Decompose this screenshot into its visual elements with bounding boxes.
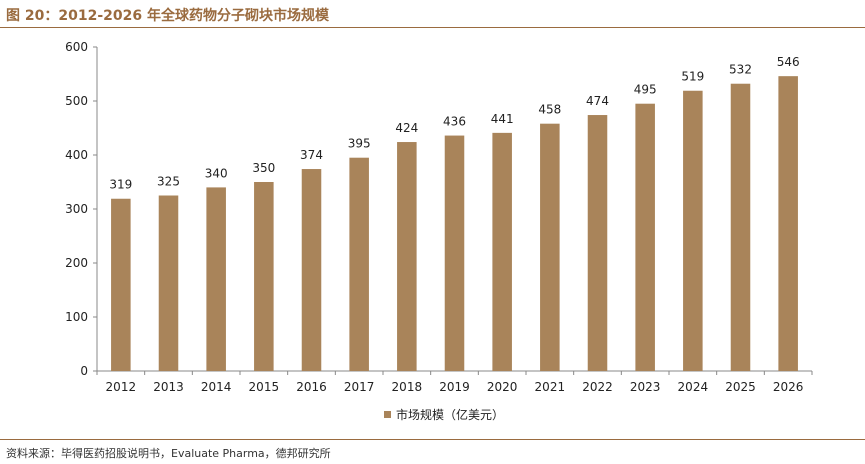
y-tick-label: 400	[65, 148, 88, 162]
y-tick-label: 300	[65, 202, 88, 216]
data-label: 519	[681, 70, 704, 84]
data-label: 436	[443, 115, 466, 129]
legend-label: 市场规模（亿美元）	[396, 408, 505, 422]
title-divider	[0, 27, 865, 28]
data-label: 441	[491, 112, 514, 126]
x-tick-label: 2018	[392, 380, 423, 394]
bar	[349, 157, 369, 371]
bar	[111, 198, 131, 371]
x-tick-label: 2020	[487, 380, 518, 394]
y-tick-label: 100	[65, 310, 88, 324]
x-tick-label: 2025	[725, 380, 756, 394]
bar	[397, 142, 417, 371]
x-tick-label: 2023	[630, 380, 661, 394]
data-label: 319	[109, 178, 132, 192]
data-label: 325	[157, 175, 180, 189]
bar	[206, 187, 226, 371]
bar	[540, 123, 560, 372]
legend-swatch	[384, 411, 391, 418]
bar	[492, 132, 512, 371]
y-tick-label: 200	[65, 256, 88, 270]
bar	[301, 169, 322, 371]
figure-title: 图 20：2012-2026 年全球药物分子砌块市场规模	[6, 8, 329, 24]
x-tick-label: 2026	[773, 380, 804, 394]
x-tick-label: 2016	[296, 380, 327, 394]
data-label: 532	[729, 63, 752, 77]
x-tick-label: 2015	[249, 380, 280, 394]
data-label: 350	[252, 161, 275, 175]
data-label: 395	[348, 137, 371, 151]
data-label: 340	[205, 166, 228, 180]
x-tick-label: 2017	[344, 380, 375, 394]
data-label: 474	[586, 94, 609, 108]
bar	[635, 103, 655, 371]
y-tick-label: 600	[65, 40, 88, 54]
source-divider	[0, 439, 865, 440]
data-label: 374	[300, 148, 323, 162]
bar	[444, 135, 465, 371]
source-note: 资料来源：毕得医药招股说明书，Evaluate Pharma，德邦研究所	[6, 447, 331, 460]
x-tick-label: 2019	[439, 380, 470, 394]
x-tick-label: 2021	[535, 380, 566, 394]
y-tick-label: 0	[80, 364, 88, 378]
x-tick-label: 2024	[678, 380, 709, 394]
x-tick-label: 2014	[201, 380, 232, 394]
bar	[587, 115, 608, 371]
bar	[254, 182, 274, 371]
x-tick-label: 2013	[153, 380, 184, 394]
x-tick-label: 2012	[106, 380, 137, 394]
data-label: 458	[538, 103, 561, 117]
data-label: 546	[777, 55, 800, 69]
bar	[730, 83, 751, 371]
bar	[778, 76, 798, 371]
chart-legend: 市场规模（亿美元）	[384, 406, 504, 423]
data-label: 495	[634, 83, 657, 97]
x-tick-label: 2022	[582, 380, 613, 394]
bar	[158, 195, 179, 371]
data-label: 424	[395, 121, 418, 135]
bar	[683, 90, 703, 372]
y-tick-label: 500	[65, 94, 88, 108]
